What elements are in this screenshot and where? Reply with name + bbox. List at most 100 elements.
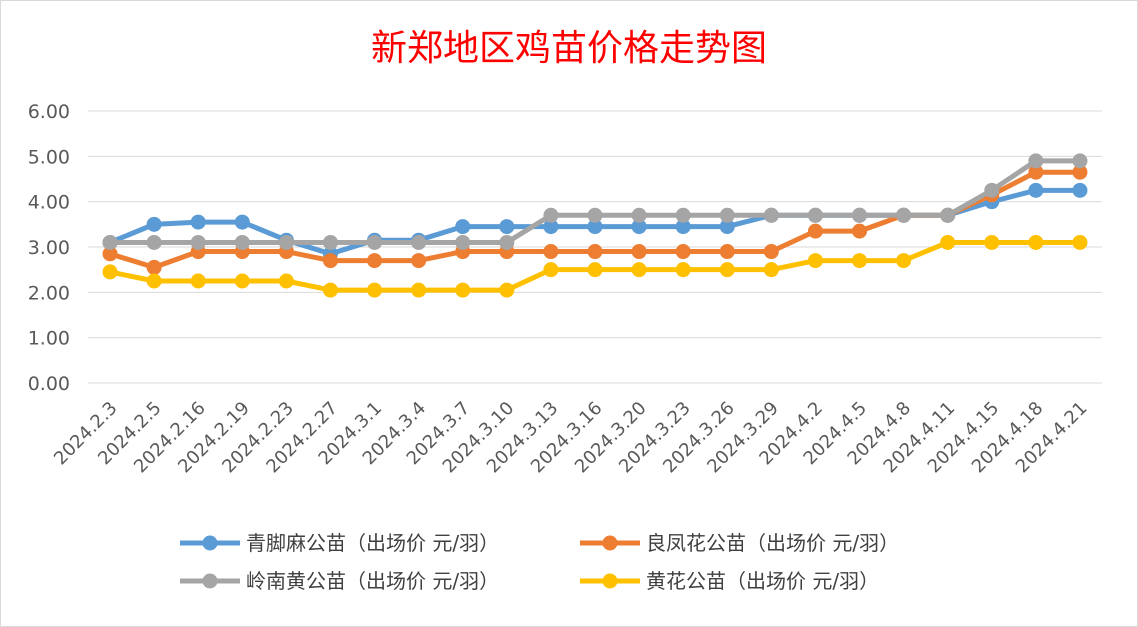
data-point xyxy=(763,244,779,260)
data-point xyxy=(1072,153,1088,169)
data-point xyxy=(587,262,603,278)
data-point xyxy=(146,273,162,289)
data-point xyxy=(631,207,647,223)
data-point xyxy=(278,234,294,250)
data-point xyxy=(675,219,691,235)
y-tick-label: 4.00 xyxy=(28,192,70,214)
data-point xyxy=(1028,153,1044,169)
data-point xyxy=(1072,182,1088,198)
data-point xyxy=(807,207,823,223)
data-point xyxy=(102,234,118,250)
data-point xyxy=(543,207,559,223)
data-point xyxy=(587,219,603,235)
legend-marker xyxy=(602,535,618,551)
data-point xyxy=(984,182,1000,198)
data-point xyxy=(234,214,250,230)
y-tick-label: 6.00 xyxy=(28,101,70,123)
data-point xyxy=(719,207,735,223)
data-point xyxy=(807,253,823,269)
x-axis: 2024.2.32024.2.52024.2.162024.2.192024.2… xyxy=(50,398,1091,478)
data-point xyxy=(499,234,515,250)
series-layer xyxy=(102,153,1088,298)
data-point xyxy=(322,253,338,269)
series-2 xyxy=(102,164,1088,275)
legend: 青脚麻公苗（出场价 元/羽） 良凤花公苗（出场价 元/羽） 岭南黄公苗（出场价 元/… xyxy=(180,531,899,593)
data-point xyxy=(146,234,162,250)
data-point xyxy=(675,244,691,260)
data-point xyxy=(852,223,868,239)
data-point xyxy=(631,262,647,278)
data-point xyxy=(411,253,427,269)
data-point xyxy=(675,262,691,278)
data-point xyxy=(852,207,868,223)
data-point xyxy=(719,262,735,278)
data-point xyxy=(499,219,515,235)
data-point xyxy=(543,244,559,260)
data-point xyxy=(322,282,338,298)
data-point xyxy=(587,244,603,260)
data-point xyxy=(190,214,206,230)
data-point xyxy=(896,207,912,223)
legend-label: 青脚麻公苗（出场价 元/羽） xyxy=(246,531,499,555)
data-point xyxy=(587,207,603,223)
data-point xyxy=(896,253,912,269)
data-point xyxy=(763,207,779,223)
series-3 xyxy=(102,153,1088,250)
data-point xyxy=(146,259,162,275)
data-point xyxy=(455,219,471,235)
data-point xyxy=(719,219,735,235)
data-point xyxy=(102,246,118,262)
gridlines xyxy=(88,110,1102,384)
y-axis: 0.00 1.00 2.00 3.00 4.00 5.00 6.00 xyxy=(28,101,70,395)
data-point xyxy=(1072,164,1088,180)
data-point xyxy=(763,262,779,278)
data-point xyxy=(852,253,868,269)
y-tick-label: 3.00 xyxy=(28,237,70,259)
y-tick-label: 1.00 xyxy=(28,328,70,350)
data-point xyxy=(234,273,250,289)
legend-label: 岭南黄公苗（出场价 元/羽） xyxy=(246,569,499,593)
data-point xyxy=(984,234,1000,250)
data-point xyxy=(499,282,515,298)
data-point xyxy=(543,262,559,278)
data-point xyxy=(190,234,206,250)
series-4 xyxy=(102,234,1088,298)
legend-label: 良凤花公苗（出场价 元/羽） xyxy=(646,531,899,555)
data-point xyxy=(411,282,427,298)
data-point xyxy=(1072,234,1088,250)
data-point xyxy=(455,234,471,250)
data-point xyxy=(631,219,647,235)
data-point xyxy=(719,244,735,260)
data-point xyxy=(367,234,383,250)
data-point xyxy=(543,219,559,235)
data-point xyxy=(146,216,162,232)
data-point xyxy=(940,207,956,223)
legend-item: 青脚麻公苗（出场价 元/羽） xyxy=(180,531,499,555)
data-point xyxy=(367,282,383,298)
y-tick-label: 0.00 xyxy=(28,373,70,395)
data-point xyxy=(1028,182,1044,198)
data-point xyxy=(234,234,250,250)
legend-item: 黄花公苗（出场价 元/羽） xyxy=(580,569,879,593)
data-point xyxy=(190,273,206,289)
data-point xyxy=(1028,164,1044,180)
data-point xyxy=(278,273,294,289)
data-point xyxy=(631,244,647,260)
data-point xyxy=(940,234,956,250)
data-point xyxy=(1028,234,1044,250)
legend-marker xyxy=(602,573,618,589)
legend-item: 良凤花公苗（出场价 元/羽） xyxy=(580,531,899,555)
data-point xyxy=(322,234,338,250)
chart-title: 新郑地区鸡苗价格走势图 xyxy=(371,28,767,69)
legend-item: 岭南黄公苗（出场价 元/羽） xyxy=(180,569,499,593)
data-point xyxy=(807,223,823,239)
legend-marker xyxy=(202,535,218,551)
y-tick-label: 5.00 xyxy=(28,146,70,168)
data-point xyxy=(102,264,118,280)
data-point xyxy=(455,282,471,298)
data-point xyxy=(675,207,691,223)
data-point xyxy=(367,253,383,269)
legend-marker xyxy=(202,573,218,589)
